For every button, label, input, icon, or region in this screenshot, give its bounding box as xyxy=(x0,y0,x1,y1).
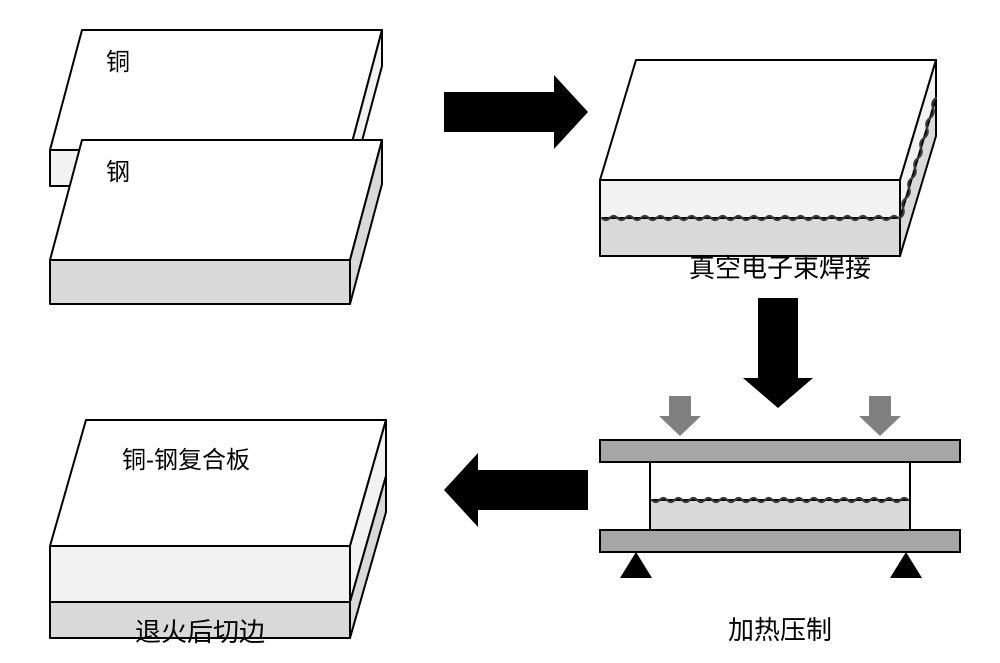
step3-hot-press xyxy=(600,396,960,578)
caption-step2: 真空电子束焊接 xyxy=(610,248,950,285)
caption-step3: 加热压制 xyxy=(700,610,860,647)
step4-finished-plate: 铜-钢复合板 xyxy=(50,420,386,638)
label-composite: 铜-钢复合板 xyxy=(122,447,250,474)
caption-step4: 退火后切边 xyxy=(100,612,300,649)
label-copper: 铜 xyxy=(106,49,130,76)
arrow-step1-step2 xyxy=(444,75,588,149)
step1-stacked-plates: 铜钢 xyxy=(50,30,382,304)
arrow-step2-step3 xyxy=(743,298,813,408)
arrow-step3-step4 xyxy=(444,453,588,527)
label-steel: 钢 xyxy=(106,159,130,186)
process-flow-diagram: 铜钢铜-钢复合板 xyxy=(0,0,1000,663)
step2-welded-plate xyxy=(600,60,936,256)
